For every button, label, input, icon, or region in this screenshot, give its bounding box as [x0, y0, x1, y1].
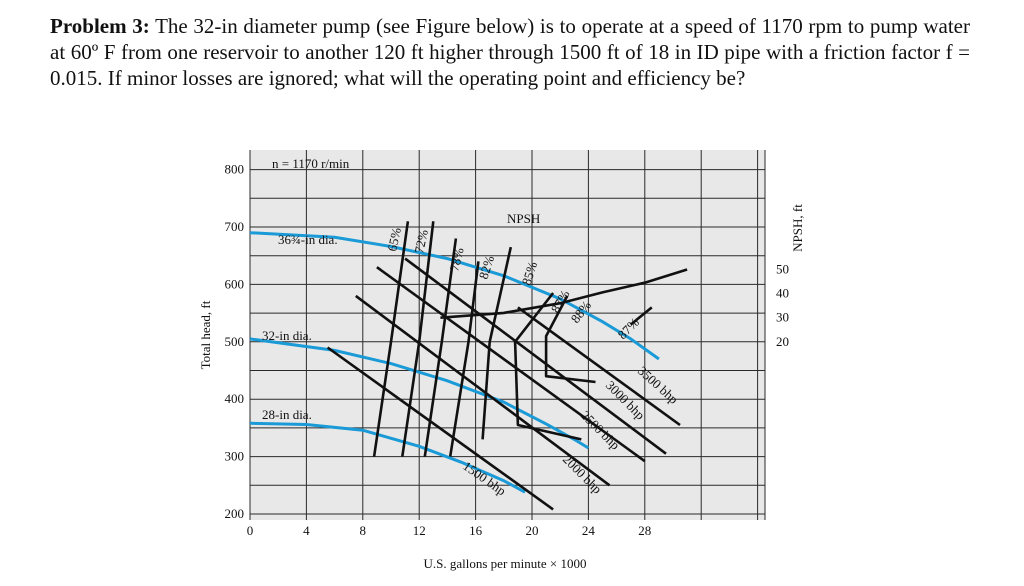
x-tick-label: 12: [413, 523, 426, 538]
y-tick-label: 500: [225, 334, 245, 349]
bhp-line: [355, 294, 611, 487]
y-tick-label: 700: [225, 219, 245, 234]
npsh-tick-label: 50: [776, 261, 789, 276]
y-tick-label: 800: [225, 162, 245, 177]
efficiency-contour: [448, 261, 480, 457]
efficiency-contour: [401, 221, 435, 457]
bhp-line: [326, 346, 554, 511]
npsh-curve-label: NPSH: [507, 211, 540, 226]
problem-statement: Problem 3: The 32-in diameter pump (see …: [50, 13, 970, 91]
x-tick-label: 20: [526, 523, 539, 538]
curves: [249, 221, 688, 511]
efficiency-contour: [423, 238, 458, 457]
efficiency-contour: [481, 246, 513, 440]
y-tick-label: 600: [225, 276, 245, 291]
npsh-tick-label: 40: [776, 286, 789, 301]
head-curve-label-32: 32-in dia.: [262, 328, 312, 343]
x-tick-label: 28: [638, 523, 651, 538]
x-axis-label: U.S. gallons per minute × 1000: [424, 556, 587, 571]
y-axis-label: Total head, ft: [198, 300, 213, 369]
head-curve-label-28: 28-in dia.: [262, 407, 312, 422]
npsh-tick-label: 20: [776, 334, 789, 349]
efficiency-contour: [372, 221, 410, 457]
y-tick-label: 300: [225, 449, 245, 464]
problem-heading: Problem 3:: [50, 14, 150, 38]
efficiency-label: 65%: [384, 226, 404, 253]
x-tick-label: 0: [247, 523, 254, 538]
x-tick-label: 8: [360, 523, 367, 538]
npsh-tick-label: 30: [776, 310, 789, 325]
bhp-line: [517, 306, 681, 427]
efficiency-contour: [629, 306, 653, 326]
y-tick-label: 400: [225, 391, 245, 406]
x-tick-label: 24: [582, 523, 596, 538]
head-curve: [249, 421, 526, 494]
npsh-axis-label: NPSH, ft: [790, 204, 805, 252]
bhp-line: [376, 266, 646, 463]
npsh-curve: [440, 268, 688, 319]
grid: [249, 150, 766, 520]
efficiency-label: 85%: [519, 259, 541, 286]
problem-text: The 32-in diameter pump (see Figure belo…: [50, 14, 971, 90]
efficiency-label: 82%: [476, 253, 498, 280]
tick-labels: 200 300 400 500 600 700 800 0 4 8 12 16 20 24 28 20 30 40…: [225, 162, 790, 538]
y-tick-label: 200: [225, 506, 245, 521]
efficiency-contour: [544, 295, 596, 384]
efficiency-label: 72%: [411, 228, 431, 255]
x-tick-label: 4: [303, 523, 310, 538]
speed-label: n = 1170 r/min: [272, 156, 350, 171]
head-curve-label-36: 36¾-in dia.: [278, 232, 338, 247]
efficiency-label: 78%: [446, 246, 466, 273]
x-tick-label: 16: [469, 523, 483, 538]
efficiency-contour: [513, 292, 582, 441]
